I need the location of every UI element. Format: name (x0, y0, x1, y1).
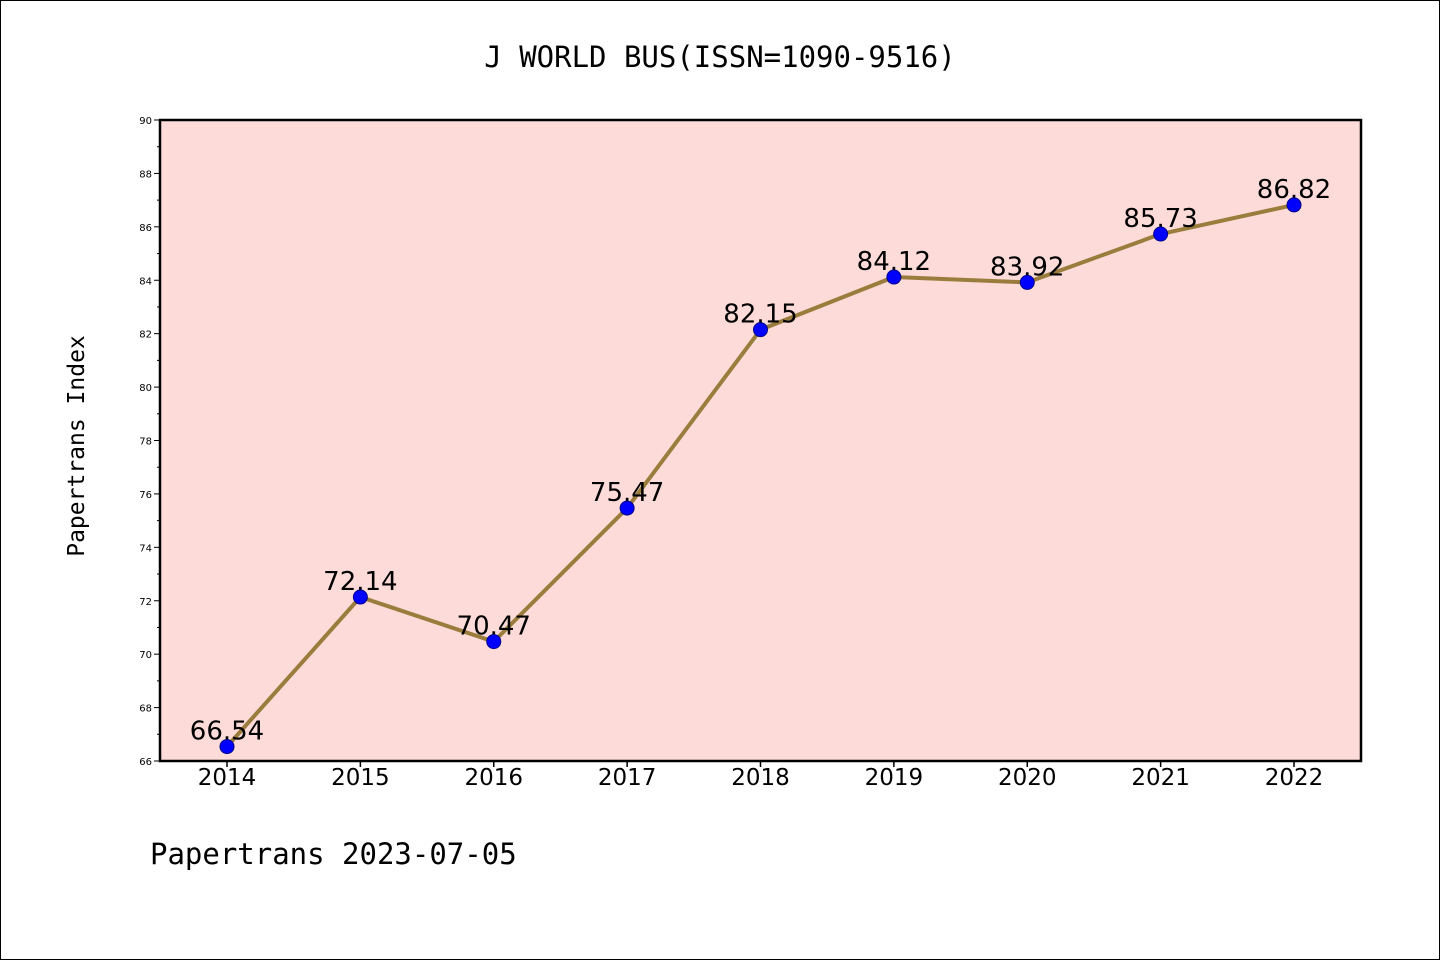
x-axis: 2014 2015 2016 2017 2018 2019 2020 2021 2022 (198, 761, 1324, 791)
y-tick-label: 66 (139, 757, 152, 768)
y-tick-label: 72 (139, 597, 152, 608)
chart-title: J WORLD BUS(ISSN=1090-9516) (484, 40, 955, 74)
y-tick-label: 80 (139, 383, 152, 394)
data-point-marker (1286, 197, 1302, 213)
x-tick-label: 2018 (731, 765, 790, 791)
data-point-marker (753, 322, 768, 338)
markers-layer (219, 197, 1302, 755)
y-tick-label: 70 (139, 650, 152, 661)
x-tick-label: 2015 (331, 765, 390, 791)
y-tick-label: 76 (139, 490, 152, 501)
y-tick-label: 90 (139, 116, 152, 127)
data-point-marker (219, 739, 235, 755)
y-tick-label: 84 (139, 276, 152, 287)
x-tick-label: 2014 (198, 765, 257, 791)
data-point-marker (1153, 226, 1169, 242)
data-point-marker (619, 500, 635, 516)
data-point-marker (886, 269, 902, 285)
y-tick-label: 78 (139, 437, 152, 448)
x-tick-label: 2022 (1265, 765, 1324, 791)
x-tick-label: 2017 (598, 765, 657, 791)
x-tick-label: 2019 (865, 765, 924, 791)
y-tick-label: 88 (139, 169, 152, 180)
y-axis: 66 68 70 72 74 76 78 80 82 84 86 88 90 (139, 116, 160, 768)
y-tick-label: 74 (139, 543, 152, 554)
y-axis-label: Papertrans Index (64, 335, 90, 557)
footer-text: Papertrans 2023-07-05 (150, 837, 517, 871)
x-tick-label: 2021 (1131, 765, 1190, 791)
y-tick-label: 86 (139, 223, 152, 234)
data-point-marker (1019, 274, 1035, 290)
y-tick-label: 68 (139, 704, 152, 715)
x-tick-label: 2016 (464, 765, 523, 791)
data-point-marker (486, 634, 502, 650)
x-tick-label: 2020 (998, 765, 1057, 791)
data-point-marker (352, 589, 368, 605)
y-tick-label: 82 (139, 330, 152, 341)
